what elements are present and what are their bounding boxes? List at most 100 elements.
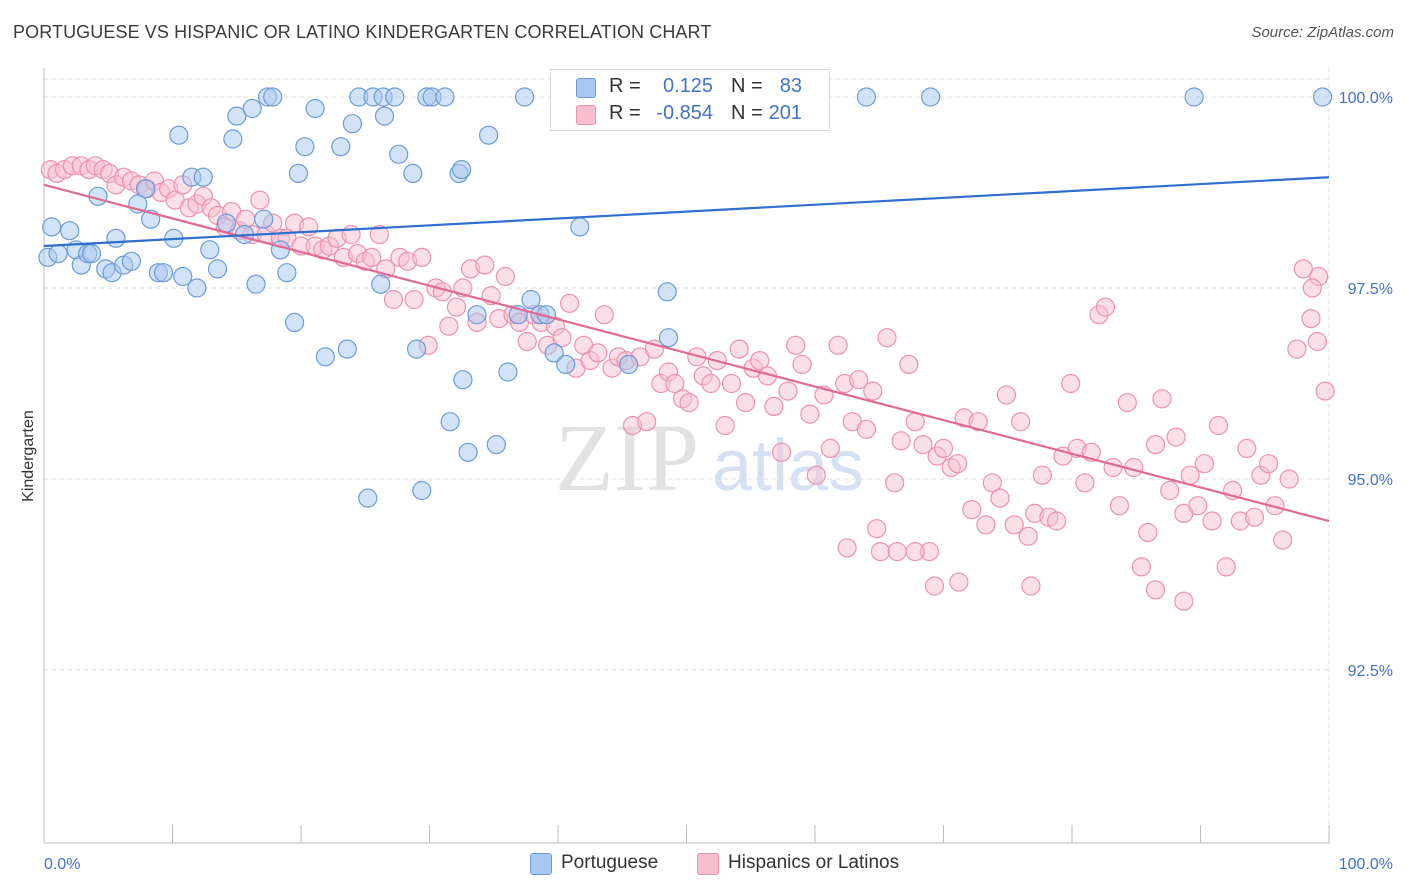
data-point bbox=[403, 163, 423, 183]
data-point bbox=[771, 442, 792, 462]
data-point bbox=[263, 87, 283, 107]
x-tick-label: 100.0% bbox=[1339, 856, 1393, 873]
data-point bbox=[721, 373, 742, 394]
data-point bbox=[806, 465, 826, 485]
n-label: N = bbox=[731, 102, 763, 124]
data-point bbox=[570, 217, 590, 237]
data-point bbox=[594, 305, 614, 325]
y-tick-label: 100.0% bbox=[1339, 90, 1393, 107]
data-point bbox=[435, 87, 455, 107]
data-point bbox=[1061, 373, 1081, 394]
data-point bbox=[982, 473, 1002, 493]
data-point bbox=[254, 209, 274, 229]
data-point bbox=[216, 213, 237, 233]
data-point bbox=[729, 339, 749, 359]
data-point bbox=[479, 125, 499, 145]
x-tick-label: 0.0% bbox=[44, 856, 80, 873]
data-point bbox=[383, 289, 404, 310]
r-label: R = bbox=[609, 75, 641, 97]
data-point bbox=[1010, 412, 1031, 432]
data-point bbox=[924, 576, 945, 596]
data-point bbox=[679, 393, 699, 413]
hispanic-legend-label: Hispanics or Latinos bbox=[728, 852, 900, 873]
data-point bbox=[223, 129, 243, 149]
data-point bbox=[295, 137, 315, 157]
data-point bbox=[453, 370, 473, 390]
data-point bbox=[657, 282, 677, 302]
legend-row-portuguese: R = 0.125 N = 83 bbox=[551, 74, 829, 100]
data-point bbox=[715, 415, 735, 436]
data-point bbox=[867, 519, 887, 539]
data-point bbox=[1103, 457, 1123, 478]
watermark: ZIP atlas bbox=[555, 404, 864, 511]
data-point bbox=[1188, 496, 1208, 516]
data-point bbox=[837, 538, 857, 558]
data-point bbox=[1216, 557, 1236, 577]
data-point bbox=[735, 393, 756, 413]
data-point bbox=[446, 297, 467, 317]
data-point bbox=[976, 515, 996, 535]
data-point bbox=[905, 541, 925, 562]
hispanic-swatch bbox=[576, 105, 596, 125]
data-point bbox=[169, 125, 189, 145]
data-point bbox=[285, 312, 305, 332]
data-point bbox=[42, 217, 62, 237]
data-point bbox=[1075, 473, 1095, 493]
data-point bbox=[891, 431, 911, 451]
data-point bbox=[1293, 259, 1313, 279]
data-point bbox=[270, 240, 290, 260]
data-point bbox=[1202, 511, 1222, 531]
r-label: R = bbox=[609, 102, 641, 124]
chart-title: PORTUGUESE VS HISPANIC OR LATINO KINDERG… bbox=[13, 22, 712, 42]
data-point bbox=[1160, 480, 1180, 501]
data-point bbox=[1258, 454, 1279, 474]
data-point bbox=[996, 385, 1017, 405]
data-point bbox=[968, 412, 988, 432]
data-point bbox=[81, 244, 102, 264]
data-point bbox=[1287, 339, 1307, 359]
data-point bbox=[242, 98, 262, 119]
data-point bbox=[1095, 297, 1116, 317]
data-point bbox=[544, 343, 564, 363]
data-point bbox=[389, 144, 409, 164]
hispanic-r-value: -0.854 bbox=[656, 102, 713, 124]
data-point bbox=[1145, 435, 1166, 455]
data-point bbox=[962, 500, 982, 520]
data-point bbox=[200, 240, 220, 260]
data-point bbox=[658, 328, 679, 348]
data-point bbox=[1018, 526, 1038, 546]
data-point bbox=[701, 373, 721, 394]
portuguese-swatch bbox=[576, 78, 596, 98]
data-point bbox=[374, 106, 395, 126]
data-point bbox=[187, 278, 207, 298]
data-point bbox=[277, 263, 297, 283]
data-point bbox=[552, 328, 572, 348]
data-point bbox=[315, 347, 335, 367]
legend-row-hispanic: R = -0.854 N = 201 bbox=[551, 101, 829, 127]
tick-labels: 100.0% 97.5% 95.0% 92.5% 0.0% 100.0% Kindergar… bbox=[20, 90, 1393, 873]
data-point bbox=[1315, 381, 1335, 401]
data-point bbox=[371, 274, 391, 294]
data-point bbox=[792, 354, 812, 374]
portuguese-legend-label: Portuguese bbox=[561, 852, 659, 873]
data-point bbox=[1279, 469, 1299, 489]
hispanic-trend-line bbox=[43, 183, 1330, 523]
data-point bbox=[1237, 438, 1257, 458]
portuguese-n-value: 83 bbox=[779, 75, 802, 97]
data-point bbox=[337, 339, 357, 359]
data-point bbox=[440, 412, 460, 432]
data-point bbox=[1273, 530, 1293, 550]
data-point bbox=[885, 473, 905, 493]
hispanic-n-value: 201 bbox=[768, 102, 802, 124]
data-point bbox=[1166, 427, 1186, 447]
data-point bbox=[877, 328, 897, 348]
data-point bbox=[764, 396, 784, 416]
y-tick-label: 92.5% bbox=[1348, 663, 1393, 680]
data-point bbox=[1307, 331, 1328, 352]
data-point bbox=[1032, 465, 1053, 485]
data-point bbox=[1301, 309, 1321, 329]
data-point bbox=[786, 335, 806, 355]
data-point bbox=[1021, 576, 1041, 596]
data-point bbox=[362, 247, 382, 267]
data-point bbox=[588, 343, 608, 363]
